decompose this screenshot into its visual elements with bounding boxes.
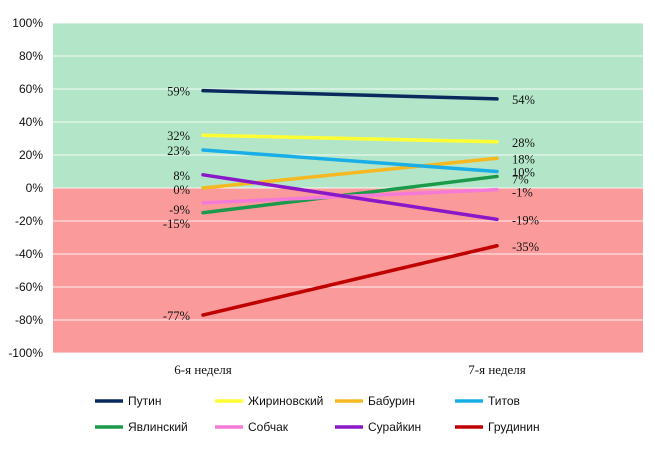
data-label-right: -1% (512, 186, 533, 200)
legend-label: Бабурин (368, 394, 415, 408)
legend-label: Титов (488, 394, 520, 408)
y-tick-label: -100% (8, 346, 43, 360)
data-label-left: 0% (173, 183, 190, 197)
series-line (201, 244, 499, 317)
series-line (201, 148, 499, 174)
data-label-right: -35% (512, 240, 539, 254)
data-label-right: 54% (512, 93, 535, 107)
data-label-left: 8% (173, 169, 190, 183)
series-line (201, 173, 499, 222)
legend: Путин Жириновский Бабурин Титов Явлинский Соб… (95, 394, 540, 434)
legend-label: Путин (128, 394, 161, 408)
data-label-left: 23% (167, 144, 190, 158)
y-tick-label: 40% (19, 115, 43, 129)
x-category-label: 7-я неделя (468, 362, 525, 377)
y-tick-label: -60% (15, 280, 43, 294)
y-tick-label: 80% (19, 49, 43, 63)
y-axis-ticks: -100% -80% -60% -40% -20% 0% 20% 40% 60% 80% 100% (8, 16, 43, 360)
legend-label: Жириновский (248, 394, 323, 408)
data-label-left: -9% (169, 203, 190, 217)
grid-lines (53, 22, 643, 354)
series-line (201, 88, 499, 101)
y-tick-label: -80% (15, 313, 43, 327)
legend-label: Явлинский (128, 420, 188, 434)
positive-band (53, 23, 643, 188)
data-label-left: -77% (163, 309, 190, 323)
x-axis-categories: 6-я неделя 7-я неделя (174, 362, 525, 377)
data-label-left: 32% (167, 129, 190, 143)
series-line (201, 133, 499, 144)
data-label-right: -19% (512, 213, 539, 227)
data-label-right: 7% (512, 172, 529, 186)
legend-label: Собчак (248, 420, 289, 434)
background-bands (53, 23, 643, 353)
y-tick-label: 60% (19, 82, 43, 96)
data-label-left: -15% (163, 217, 190, 231)
data-label-right: 18% (512, 152, 535, 166)
legend-label: Грудинин (488, 420, 540, 434)
data-label-right: 10% (512, 166, 535, 180)
data-label-right: 28% (512, 136, 535, 150)
y-tick-label: -20% (15, 214, 43, 228)
legend-label: Сурайкин (368, 420, 421, 434)
data-label-left: 59% (167, 85, 190, 99)
y-tick-label: 0% (26, 181, 44, 195)
data-labels: 59% 54% 32% 28% 0% 18% 23% 10% -15% 7% -9% -1% 8% -19… (163, 85, 539, 323)
y-tick-label: -40% (15, 247, 43, 261)
series-lines (201, 88, 499, 317)
y-tick-label: 20% (19, 148, 43, 162)
y-tick-label: 100% (12, 16, 43, 30)
negative-band (53, 188, 643, 353)
x-category-label: 6-я неделя (174, 362, 231, 377)
